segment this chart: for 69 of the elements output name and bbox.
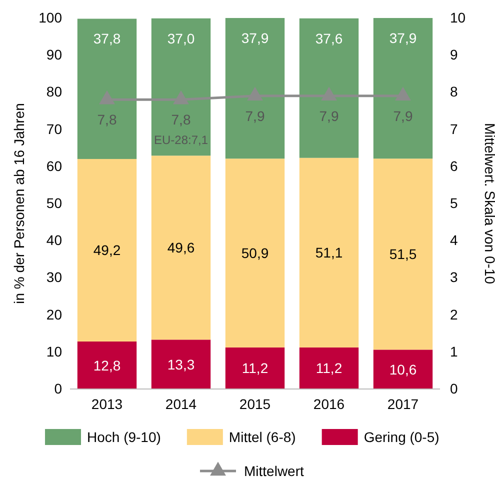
y-tick-label: 0 — [54, 380, 62, 396]
x-tick-label: 2015 — [239, 396, 271, 412]
data-label: 50,9 — [241, 245, 269, 262]
bar — [225, 158, 285, 348]
data-label: 7,8 — [171, 112, 191, 128]
data-label: 51,5 — [389, 246, 417, 262]
y2-tick-label: 7 — [450, 120, 458, 137]
bar — [77, 158, 137, 342]
data-label: 49,6 — [167, 240, 195, 256]
y-axis-title: in % der Personen ab 16 Jahren — [11, 103, 27, 304]
legend-label: Hoch (9-10) — [87, 429, 161, 445]
bar — [225, 347, 285, 389]
data-label: 37,9 — [389, 30, 417, 46]
bar — [373, 18, 433, 159]
data-label: 37,6 — [315, 30, 343, 46]
x-tick-label: 2014 — [165, 396, 197, 412]
y2-tick-label: 6 — [450, 158, 458, 174]
data-label: 7,8 — [97, 112, 117, 128]
data-label: 12,8 — [93, 357, 121, 374]
y-tick-label: 60 — [46, 158, 62, 174]
bar — [299, 158, 359, 348]
y-tick-label: 10 — [46, 343, 62, 360]
y2-tick-label: 4 — [450, 232, 458, 248]
y2-tick-label: 10 — [450, 9, 466, 26]
legend-label: Mittel (6-8) — [228, 429, 296, 445]
data-label: 37,0 — [167, 30, 195, 46]
bar — [77, 18, 137, 159]
data-label: 11,2 — [316, 360, 342, 376]
x-tick-label: 2017 — [387, 396, 419, 412]
y-tick-label: 50 — [46, 194, 62, 211]
y2-tick-label: 1 — [450, 343, 458, 360]
y2-tick-label: 8 — [450, 84, 458, 100]
bar — [151, 156, 211, 340]
y2-tick-label: 5 — [450, 194, 458, 211]
data-label: 10,6 — [389, 361, 417, 378]
y2-tick-label: 3 — [450, 269, 458, 286]
bar — [373, 158, 433, 350]
y-tick-label: 90 — [46, 46, 62, 63]
y-tick-label: 40 — [46, 232, 62, 248]
data-label: 7,9 — [245, 108, 265, 124]
bar — [299, 347, 359, 389]
data-label: 51,1 — [315, 244, 343, 261]
y2-tick-label: 0 — [450, 380, 458, 396]
data-label: 37,9 — [241, 30, 269, 46]
x-tick-label: 2013 — [91, 396, 123, 412]
bar — [299, 18, 359, 158]
bar — [151, 340, 211, 389]
y2-tick-label: 2 — [450, 306, 458, 322]
data-label: 37,8 — [93, 30, 121, 47]
data-label: 13,3 — [167, 356, 195, 372]
legend-label: Gering (0-5) — [364, 429, 440, 445]
y-tick-label: 20 — [46, 306, 62, 322]
annotation: EU-28:7,1 — [154, 133, 208, 148]
y2-axis-title: Mittelwert. Skala von 0-10 — [482, 122, 495, 284]
bar — [77, 342, 137, 389]
bar — [151, 18, 211, 156]
bar — [373, 350, 433, 389]
y-tick-label: 70 — [46, 120, 62, 137]
y2-tick-label: 9 — [450, 46, 458, 63]
x-tick-label: 2016 — [313, 396, 345, 412]
data-label: 7,9 — [393, 108, 413, 124]
y-tick-label: 80 — [46, 84, 62, 100]
y-tick-label: 100 — [38, 9, 62, 26]
data-label: 11,2 — [242, 360, 268, 376]
bar — [225, 18, 285, 159]
y-tick-label: 30 — [46, 269, 62, 286]
legend-label: Mittelwert — [244, 463, 304, 479]
data-label: 49,2 — [93, 242, 121, 258]
data-label: 7,9 — [319, 108, 339, 124]
